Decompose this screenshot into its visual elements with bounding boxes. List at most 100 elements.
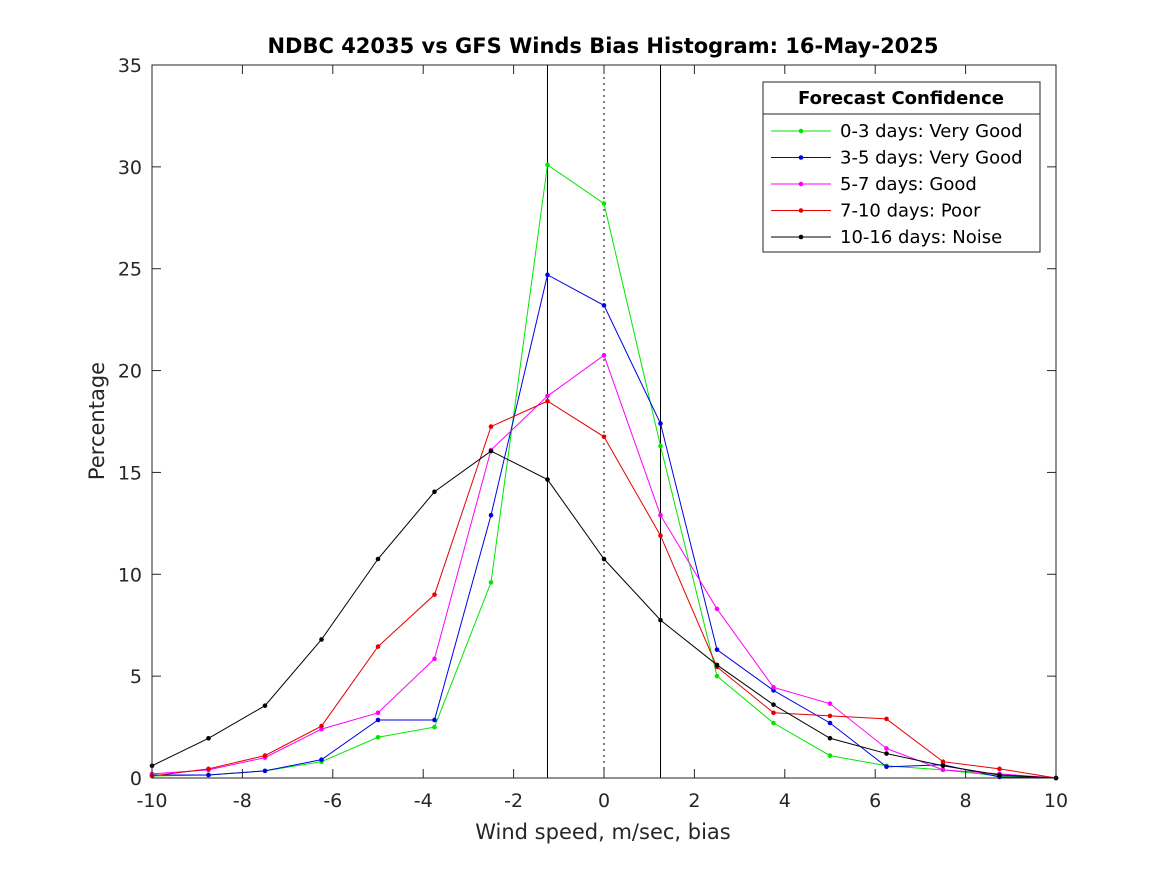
chart-title: NDBC 42035 vs GFS Winds Bias Histogram: … bbox=[267, 34, 938, 58]
data-point bbox=[714, 662, 720, 668]
legend-item: 5-7 days: Good bbox=[771, 174, 977, 195]
data-point bbox=[771, 702, 776, 707]
y-axis-label: Percentage bbox=[85, 362, 109, 480]
data-point bbox=[884, 746, 889, 751]
data-point bbox=[601, 303, 607, 308]
data-point bbox=[432, 656, 437, 662]
data-point bbox=[545, 398, 550, 404]
series-layer bbox=[149, 162, 1059, 781]
data-point bbox=[262, 703, 268, 708]
data-point bbox=[940, 767, 946, 773]
x-tick-label: 0 bbox=[598, 790, 610, 812]
data-point bbox=[206, 735, 211, 741]
ticks-layer: -10 -8 -6 -4 -2 0 2 4 6 8 10 0 5 10 15 20 25 30 35 bbox=[118, 55, 1068, 812]
x-tick-label: -4 bbox=[414, 790, 433, 812]
legend-box bbox=[762, 81, 1041, 253]
data-point bbox=[714, 673, 720, 679]
legend-item: 3-5 days: Very Good bbox=[771, 148, 1023, 169]
data-point bbox=[206, 772, 211, 778]
y-tick-label: 35 bbox=[118, 55, 142, 77]
data-point bbox=[488, 448, 494, 454]
data-point bbox=[488, 580, 494, 585]
data-point bbox=[545, 477, 550, 482]
x-tick-label: 6 bbox=[869, 790, 881, 812]
x-tick-label: -6 bbox=[323, 790, 342, 812]
data-point bbox=[997, 766, 1002, 772]
legend: Forecast Confidence 0-3 days: Very Good 3… bbox=[762, 81, 1041, 253]
data-point bbox=[940, 759, 946, 765]
data-point bbox=[375, 556, 381, 562]
legend-swatch-marker bbox=[798, 234, 804, 240]
data-point bbox=[658, 421, 663, 426]
data-point bbox=[319, 757, 324, 762]
data-point bbox=[319, 723, 324, 729]
legend-items: 0-3 days: Very Good 3-5 days: Very Good 5-… bbox=[771, 121, 1023, 248]
legend-swatch-marker bbox=[798, 128, 804, 134]
data-point bbox=[375, 717, 381, 723]
data-point bbox=[262, 753, 268, 758]
data-point bbox=[997, 772, 1002, 778]
data-point bbox=[827, 713, 833, 719]
data-point bbox=[940, 763, 946, 769]
data-point bbox=[601, 434, 607, 440]
y-tick-label: 10 bbox=[118, 564, 142, 586]
data-point bbox=[545, 272, 550, 278]
legend-label: 0-3 days: Very Good bbox=[840, 121, 1023, 142]
y-tick-label: 0 bbox=[130, 768, 142, 790]
data-point bbox=[714, 606, 720, 612]
x-tick-label: 8 bbox=[960, 790, 972, 812]
data-point bbox=[375, 734, 381, 740]
data-point bbox=[601, 201, 607, 206]
legend-swatch-marker bbox=[798, 155, 804, 160]
data-point bbox=[375, 644, 381, 649]
data-point bbox=[432, 592, 437, 597]
y-tick-label: 25 bbox=[118, 259, 142, 281]
data-point bbox=[375, 710, 381, 716]
data-point bbox=[488, 512, 494, 518]
data-point bbox=[262, 768, 268, 774]
legend-label: 7-10 days: Poor bbox=[840, 201, 981, 222]
x-tick-label: -2 bbox=[504, 790, 523, 812]
data-point bbox=[658, 533, 663, 538]
legend-label: 10-16 days: Noise bbox=[840, 227, 1002, 248]
data-point bbox=[827, 753, 833, 758]
y-tick-label: 30 bbox=[118, 157, 142, 179]
data-point bbox=[545, 162, 550, 168]
data-point bbox=[488, 424, 494, 429]
data-point bbox=[319, 637, 324, 642]
data-point bbox=[771, 720, 776, 726]
series-4 bbox=[149, 398, 1059, 781]
data-point bbox=[432, 724, 437, 730]
y-tick-label: 20 bbox=[118, 361, 142, 383]
data-point bbox=[658, 512, 663, 518]
data-point bbox=[545, 393, 550, 399]
data-point bbox=[432, 489, 437, 495]
x-tick-label: -8 bbox=[233, 790, 252, 812]
y-tick-label: 5 bbox=[130, 666, 142, 688]
data-point bbox=[884, 751, 889, 756]
data-point bbox=[658, 617, 663, 623]
data-point bbox=[432, 717, 437, 723]
x-tick-label: 10 bbox=[1044, 790, 1068, 812]
y-tick-label: 15 bbox=[118, 462, 142, 484]
x-tick-label: 4 bbox=[779, 790, 791, 812]
legend-swatch-marker bbox=[798, 181, 804, 187]
data-point bbox=[827, 701, 833, 706]
legend-item: 10-16 days: Noise bbox=[771, 227, 1002, 248]
data-point bbox=[658, 443, 663, 449]
legend-item: 0-3 days: Very Good bbox=[771, 121, 1023, 142]
data-point bbox=[206, 766, 211, 772]
x-axis-label: Wind speed, m/sec, bias bbox=[475, 820, 731, 844]
x-tick-label: -10 bbox=[136, 790, 167, 812]
legend-item: 7-10 days: Poor bbox=[771, 201, 981, 222]
series-5 bbox=[149, 448, 1059, 781]
legend-title: Forecast Confidence bbox=[798, 88, 1004, 109]
x-tick-label: 2 bbox=[688, 790, 700, 812]
data-point bbox=[714, 647, 720, 652]
legend-swatch-marker bbox=[798, 208, 804, 213]
data-point bbox=[601, 556, 607, 562]
data-point bbox=[884, 716, 889, 722]
legend-label: 3-5 days: Very Good bbox=[840, 148, 1023, 169]
data-point bbox=[827, 735, 833, 741]
